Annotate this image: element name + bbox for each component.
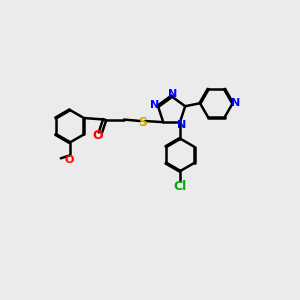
Text: N: N	[168, 89, 177, 99]
Text: O: O	[64, 154, 74, 164]
Text: O: O	[93, 129, 103, 142]
Text: Cl: Cl	[173, 180, 187, 193]
Text: S: S	[138, 116, 147, 129]
Text: N: N	[150, 100, 160, 110]
Text: N: N	[231, 98, 240, 108]
Text: N: N	[177, 119, 186, 130]
